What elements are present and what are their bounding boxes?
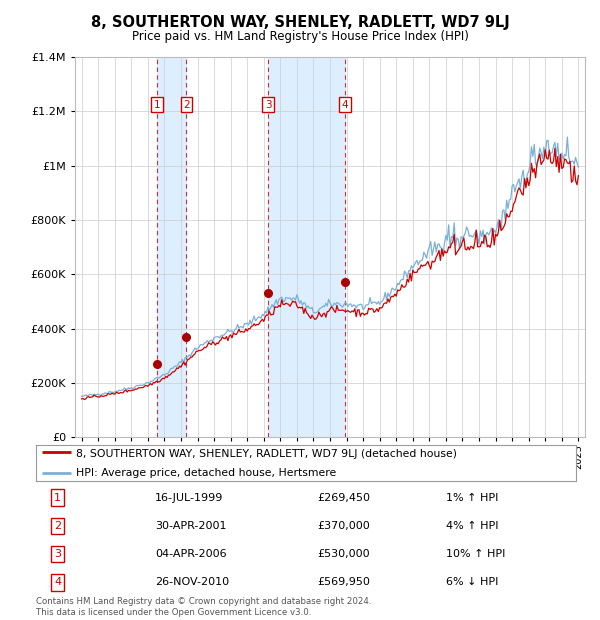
Text: Price paid vs. HM Land Registry's House Price Index (HPI): Price paid vs. HM Land Registry's House … [131,30,469,43]
Text: £569,950: £569,950 [317,577,370,587]
Text: 4: 4 [54,577,61,587]
Text: 3: 3 [54,549,61,559]
Text: 10% ↑ HPI: 10% ↑ HPI [446,549,506,559]
Bar [157,57,187,437]
Text: HPI: Average price, detached house, Hertsmere: HPI: Average price, detached house, Hert… [77,468,337,478]
Text: 8, SOUTHERTON WAY, SHENLEY, RADLETT, WD7 9LJ (detached house): 8, SOUTHERTON WAY, SHENLEY, RADLETT, WD7… [77,448,458,459]
Text: 4: 4 [341,100,348,110]
Text: 2: 2 [54,521,61,531]
Text: Contains HM Land Registry data © Crown copyright and database right 2024.
This d: Contains HM Land Registry data © Crown c… [36,598,371,617]
Text: 1: 1 [54,493,61,503]
Text: £269,450: £269,450 [317,493,370,503]
Text: 26-NOV-2010: 26-NOV-2010 [155,577,229,587]
Text: 3: 3 [265,100,271,110]
Text: £370,000: £370,000 [317,521,370,531]
Text: 6% ↓ HPI: 6% ↓ HPI [446,577,499,587]
Bar [268,57,345,437]
Text: 2: 2 [183,100,190,110]
Text: 04-APR-2006: 04-APR-2006 [155,549,226,559]
Text: 16-JUL-1999: 16-JUL-1999 [155,493,223,503]
Text: £530,000: £530,000 [317,549,370,559]
Text: 1% ↑ HPI: 1% ↑ HPI [446,493,499,503]
Text: 8, SOUTHERTON WAY, SHENLEY, RADLETT, WD7 9LJ: 8, SOUTHERTON WAY, SHENLEY, RADLETT, WD7… [91,16,509,30]
Text: 1: 1 [154,100,160,110]
Text: 30-APR-2001: 30-APR-2001 [155,521,226,531]
Text: 4% ↑ HPI: 4% ↑ HPI [446,521,499,531]
